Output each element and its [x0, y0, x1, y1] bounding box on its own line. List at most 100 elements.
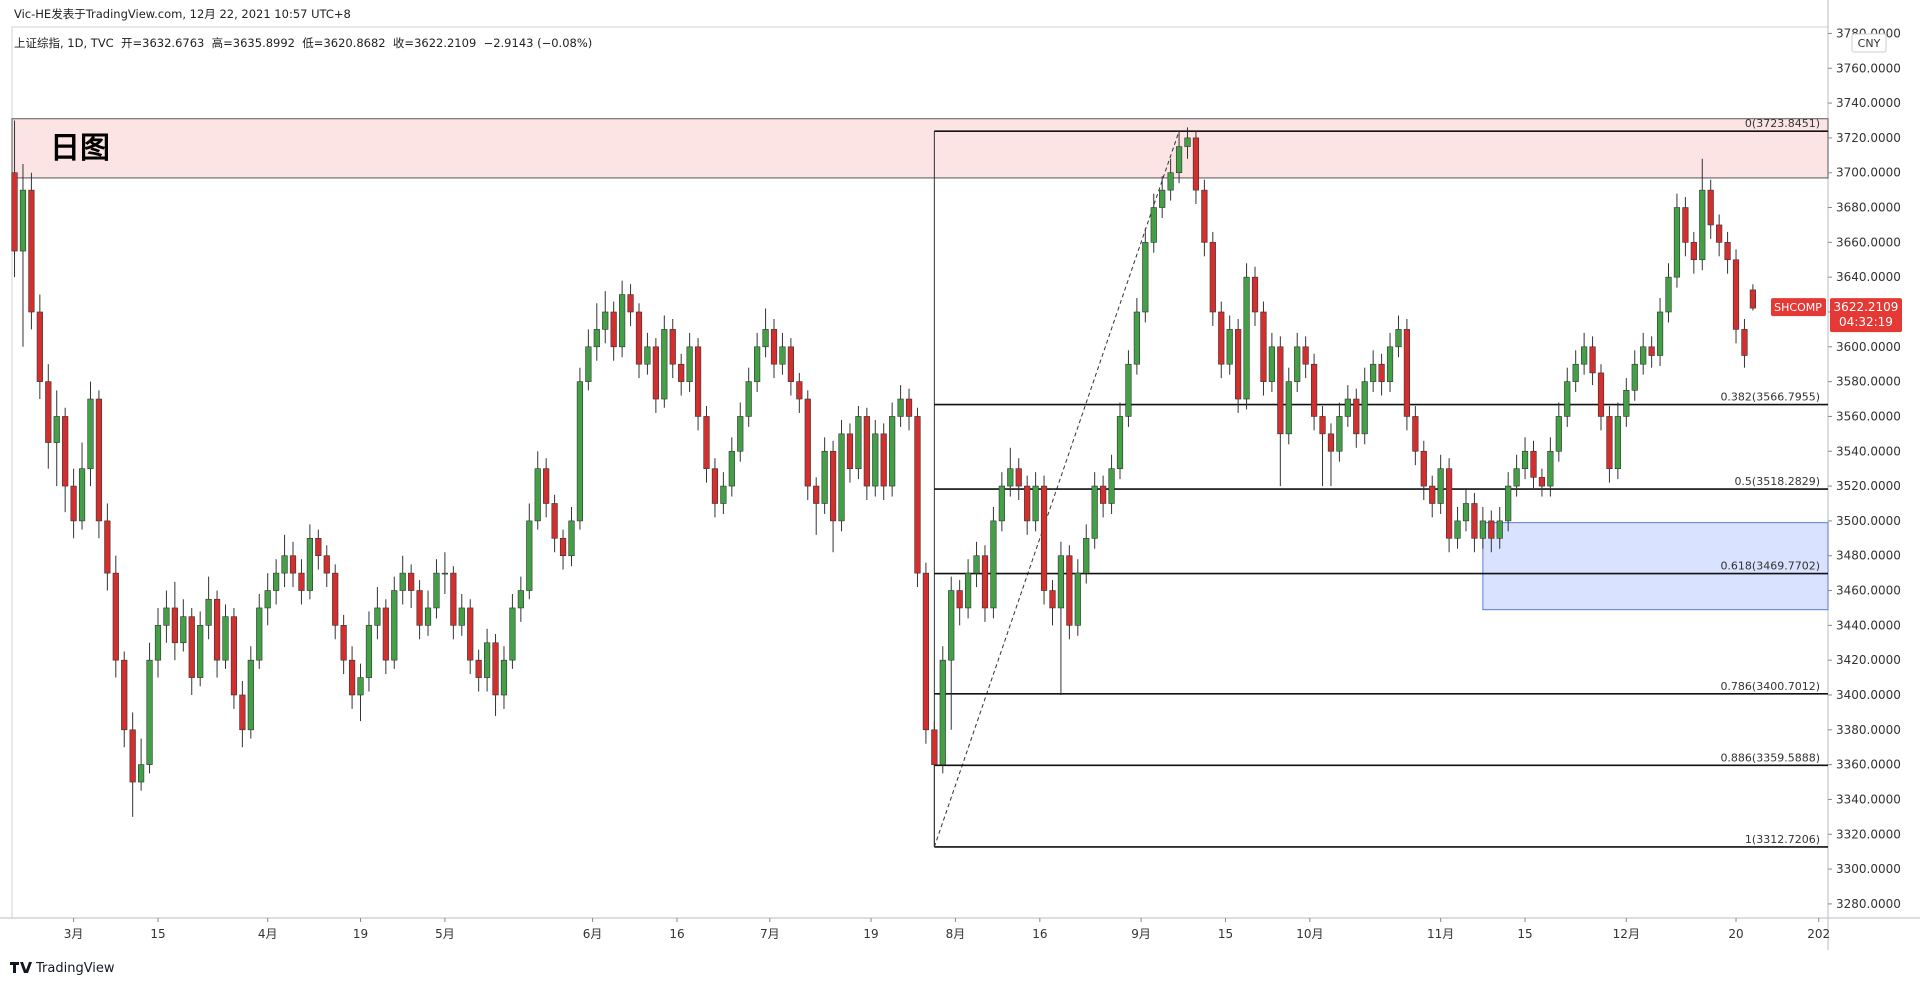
candle-body	[796, 381, 803, 400]
x-tick-label: 16	[669, 927, 684, 941]
candle-body	[754, 346, 761, 382]
candle-body	[644, 346, 651, 365]
x-tick-label: 12月	[1613, 927, 1640, 941]
candle-body	[897, 398, 904, 417]
candle-body	[247, 659, 254, 731]
candle-body	[509, 607, 516, 661]
candle-body	[1209, 242, 1216, 313]
candle-body	[1353, 398, 1360, 435]
symbol-tag-text: SHCOMP	[1774, 301, 1822, 314]
candle-body	[1175, 146, 1183, 174]
candle-body	[230, 616, 238, 696]
legend-line: 上证综指, 1D, TVC 开=3632.6763 高=3635.8992 低=…	[14, 35, 592, 51]
candle-body	[365, 625, 373, 678]
candle-body	[1631, 363, 1638, 391]
candle-body	[188, 616, 195, 678]
candle-body	[1251, 276, 1259, 313]
y-tick-label: 3740.0000	[1836, 96, 1901, 110]
candle-body	[1024, 485, 1031, 522]
candle-body	[728, 450, 735, 487]
y-tick-label: 3680.0000	[1836, 201, 1901, 215]
x-tick-label: 8月	[946, 927, 966, 941]
x-tick-label: 6月	[583, 927, 603, 941]
y-tick-label: 3380.0000	[1836, 723, 1901, 737]
y-tick-label: 3420.0000	[1836, 653, 1901, 667]
candle-body	[298, 572, 305, 591]
candle-body	[1294, 346, 1301, 382]
candle-body	[138, 764, 145, 783]
candle-body	[1479, 520, 1486, 539]
candle-body	[1007, 468, 1014, 487]
candle-body	[1310, 363, 1318, 417]
candle-body	[1597, 372, 1605, 417]
price-tag-value: 3622.2109	[1834, 300, 1899, 314]
candle-body	[450, 572, 457, 626]
candle-body	[289, 555, 297, 574]
x-tick-label: 20	[1728, 927, 1743, 941]
candle-body	[222, 616, 229, 661]
footer: TradingView	[35, 961, 115, 976]
x-tick-label: 4月	[258, 927, 278, 941]
candle-body	[1159, 189, 1166, 208]
y-tick-label: 3320.0000	[1836, 827, 1901, 841]
candle-body	[1074, 572, 1081, 626]
fib-label: 0(3723.8451)	[1745, 117, 1820, 130]
candle-body	[458, 607, 465, 626]
candle-body	[1665, 276, 1672, 313]
candle-body	[1049, 590, 1056, 609]
candle-body	[441, 572, 449, 575]
candle-body	[1235, 329, 1242, 400]
candle-body	[855, 416, 862, 469]
candle-body	[104, 520, 111, 574]
candle-body	[1108, 468, 1115, 504]
change: −2.9143 (−0.08%)	[483, 36, 593, 50]
candle-body	[163, 607, 170, 626]
candle-body	[619, 294, 626, 348]
candle-body	[1496, 520, 1503, 539]
y-tick-label: 3700.0000	[1836, 166, 1901, 180]
candle-body	[382, 607, 389, 661]
candle-body	[1572, 363, 1579, 382]
candle-body	[1100, 485, 1107, 504]
fib-label: 0.886(3359.5888)	[1720, 751, 1820, 764]
y-tick-label: 3540.0000	[1836, 444, 1901, 458]
candle-body	[1260, 311, 1267, 382]
candle-body	[534, 468, 541, 522]
candle-body	[990, 520, 997, 609]
candle-body	[678, 363, 685, 382]
candle-body	[872, 433, 879, 487]
y-tick-label: 3660.0000	[1836, 235, 1901, 249]
candle-body	[1437, 468, 1444, 504]
candle-body	[239, 694, 246, 731]
candle-body	[1538, 477, 1546, 487]
candle-body	[28, 189, 35, 313]
candle-body	[585, 346, 592, 382]
candle-body	[922, 572, 930, 731]
candle-body	[1707, 189, 1714, 226]
candle-body	[36, 311, 43, 382]
candle-body	[53, 416, 60, 443]
candle-body	[340, 625, 347, 661]
y-tick-label: 3500.0000	[1836, 514, 1901, 528]
candle-body	[1682, 207, 1689, 243]
price-tag-countdown: 04:32:19	[1839, 315, 1893, 329]
candle-body	[627, 294, 634, 313]
candle-body	[129, 729, 136, 783]
candle-body	[543, 468, 550, 504]
candle-body	[1403, 329, 1411, 417]
candle-body	[1699, 189, 1706, 261]
tv-logo	[10, 962, 32, 973]
candle-body	[846, 433, 854, 469]
candle-body	[568, 520, 575, 557]
symbol-tag	[1771, 298, 1826, 317]
x-tick-label: 16	[1032, 927, 1047, 941]
candle-body	[1606, 416, 1613, 469]
candle-body	[416, 590, 423, 626]
candle-body	[1302, 346, 1309, 365]
candle-body	[1268, 346, 1275, 382]
candle-body	[1243, 276, 1250, 400]
candle-body	[686, 346, 693, 382]
candle-body	[931, 729, 938, 765]
candle-body	[1412, 416, 1419, 452]
